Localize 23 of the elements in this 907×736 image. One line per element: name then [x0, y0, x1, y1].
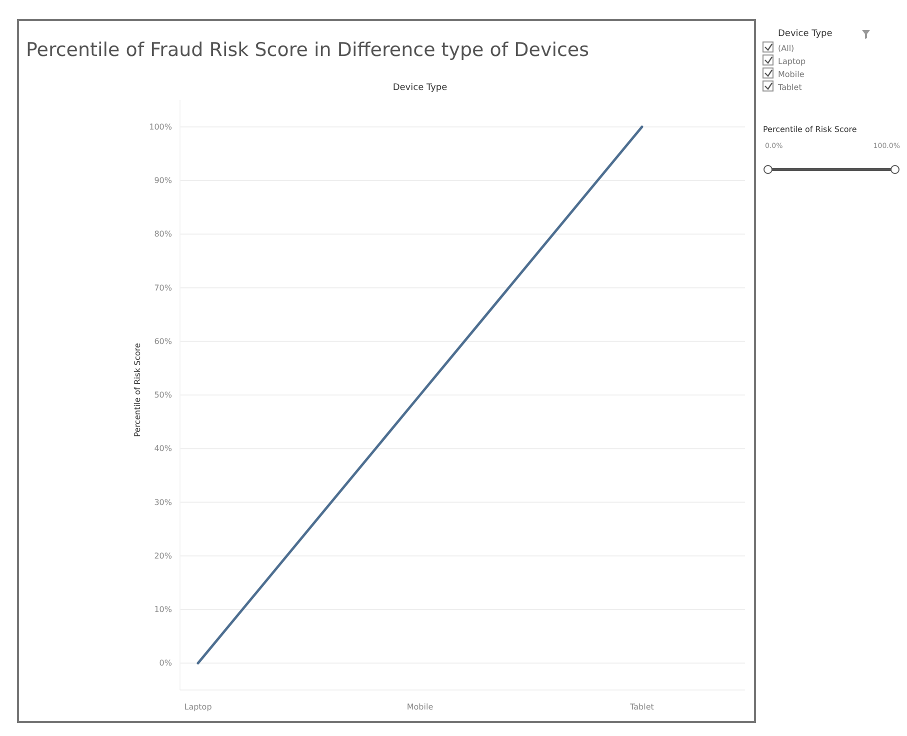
- y-tick-label: 10%: [154, 605, 172, 614]
- text: Percentile of Risk Score: [763, 125, 857, 134]
- text: Mobile: [778, 70, 804, 79]
- y-tick-label: 0%: [159, 658, 172, 668]
- x-tick-label: Mobile: [406, 702, 434, 712]
- y-tick-label: 20%: [154, 551, 172, 560]
- y-tick-label: 70%: [154, 283, 172, 292]
- y-tick-label: 60%: [154, 336, 172, 346]
- y-tick-label: 50%: [154, 390, 172, 400]
- y-tick-label: 90%: [154, 176, 172, 186]
- chart-title: Percentile of Fraud Risk Score in Difference type of Devices: [26, 39, 590, 61]
- y-tick-label: 30%: [154, 498, 172, 507]
- x-axis-title: Device Type: [392, 83, 448, 93]
- text: Laptop: [778, 57, 806, 66]
- text: Tablet: [777, 83, 802, 92]
- y-tick-label: 100%: [149, 122, 172, 132]
- text: (All): [778, 44, 794, 53]
- text: Device Type: [778, 29, 833, 39]
- y-tick-label: 40%: [154, 444, 172, 454]
- y-tick-label: 80%: [154, 230, 172, 239]
- x-tick-label: Tablet: [629, 702, 654, 712]
- x-tick-label: Laptop: [184, 702, 212, 712]
- y-axis-title: Percentile of Risk Score: [133, 343, 142, 437]
